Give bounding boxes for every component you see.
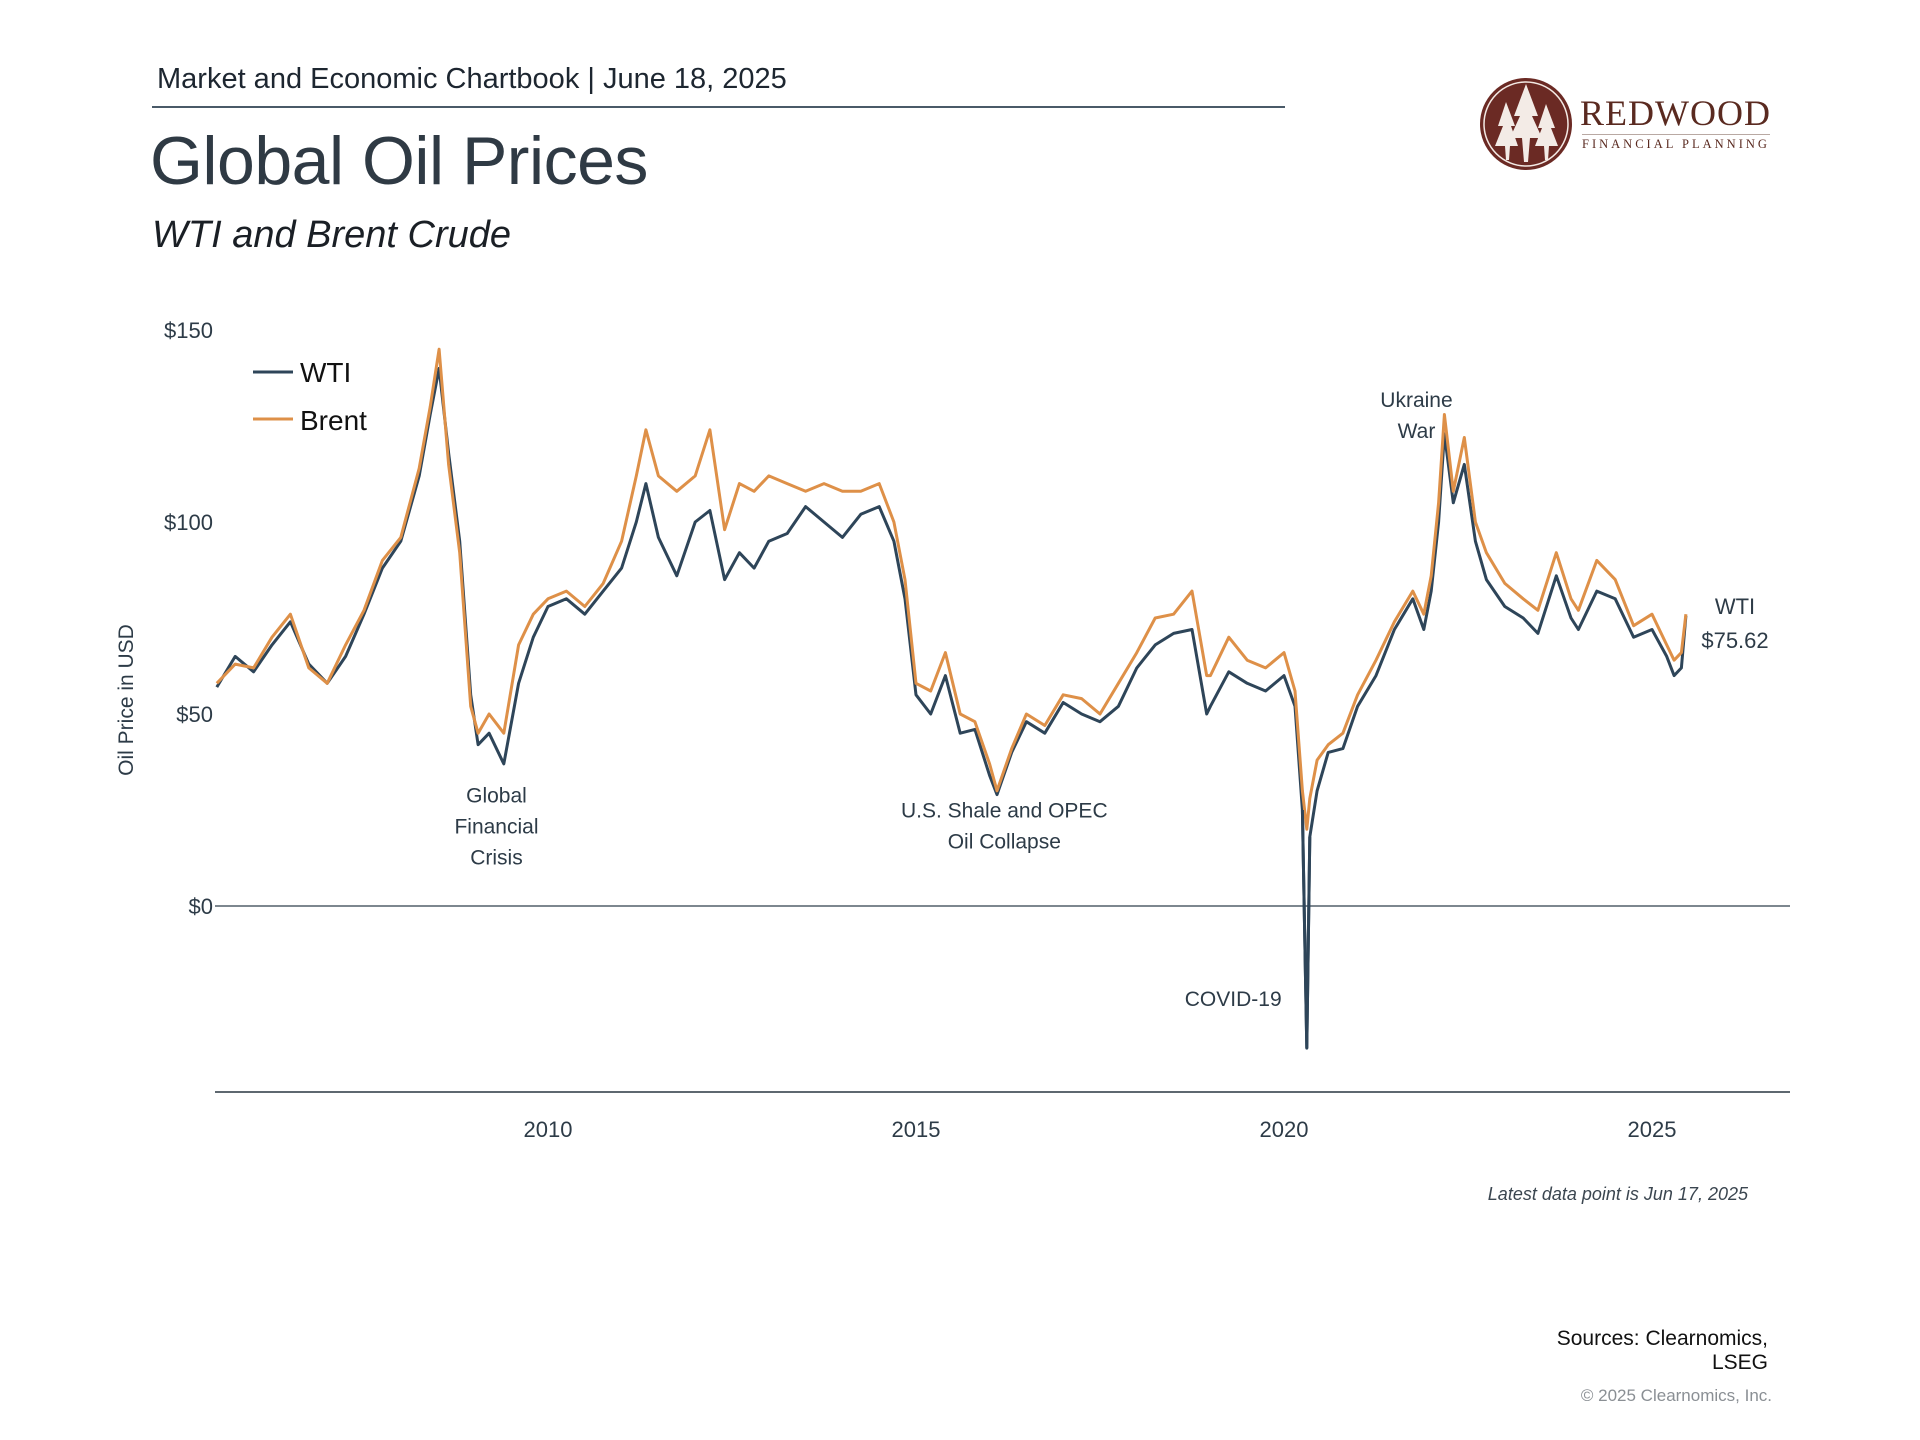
annotation-text: Oil Collapse (948, 831, 1061, 854)
y-tick-label: $150 (164, 318, 213, 343)
y-axis-label: Oil Price in USD (115, 624, 138, 776)
logo-wordmark: REDWOOD (1580, 93, 1771, 133)
y-tick-label: $0 (189, 894, 213, 919)
logo-tagline: FINANCIAL PLANNING (1582, 137, 1770, 151)
redwood-trees-icon (1480, 78, 1572, 170)
legend: WTI Brent (253, 357, 367, 436)
annotation-text: Financial (454, 815, 538, 838)
page-subtitle: WTI and Brent Crude (152, 214, 512, 256)
sources-note: Sources: Clearnomics, LSEG (1557, 1327, 1768, 1375)
sources-line-2: LSEG (1711, 1351, 1768, 1374)
page-title: Global Oil Prices (150, 123, 648, 199)
annotation: Global Financial Crisis (454, 784, 538, 869)
legend-label-brent: Brent (300, 405, 367, 436)
legend-label-wti: WTI (300, 357, 351, 388)
annotation-text: War (1398, 420, 1436, 443)
chartbook-header: Market and Economic Chartbook | June 18,… (157, 63, 787, 95)
end-label-value: $75.62 (1701, 628, 1768, 653)
series-line-wti (215, 366, 1688, 1050)
x-axis-ticks: 2010 2015 2020 2025 (524, 1117, 1677, 1142)
x-tick-label: 2010 (524, 1117, 573, 1142)
annotation-text: Crisis (470, 846, 523, 869)
x-tick-label: 2015 (892, 1117, 941, 1142)
annotations: Global Financial Crisis U.S. Shale and OPEC… (454, 389, 1452, 1011)
series-line-brent (215, 347, 1688, 831)
annotation: Ukraine War (1380, 389, 1452, 443)
header-divider (152, 106, 1285, 108)
y-tick-label: $50 (176, 702, 213, 727)
logo-rule (1582, 134, 1770, 135)
redwood-logo: REDWOOD FINANCIAL PLANNING (1478, 74, 1798, 174)
annotation-text: Ukraine (1380, 389, 1452, 412)
y-tick-label: $100 (164, 510, 213, 535)
sources-line-1: Sources: Clearnomics, (1556, 1327, 1768, 1350)
x-tick-label: 2020 (1260, 1117, 1309, 1142)
annotation-text: U.S. Shale and OPEC (901, 800, 1108, 823)
annotation: COVID-19 (1185, 988, 1282, 1011)
y-axis-ticks: $0 $50 $100 $150 (164, 318, 213, 919)
annotation-text: Global (466, 784, 527, 807)
copyright-note: © 2025 Clearnomics, Inc. (1580, 1386, 1772, 1405)
series-layer (215, 347, 1688, 1050)
annotation: U.S. Shale and OPEC Oil Collapse (901, 800, 1108, 854)
end-label-series: WTI (1715, 594, 1755, 619)
series-line-wti-covid-spike (1300, 809, 1312, 1049)
annotation-text: COVID-19 (1185, 988, 1282, 1011)
latest-data-note: Latest data point is Jun 17, 2025 (1487, 1184, 1748, 1204)
x-tick-label: 2025 (1628, 1117, 1677, 1142)
